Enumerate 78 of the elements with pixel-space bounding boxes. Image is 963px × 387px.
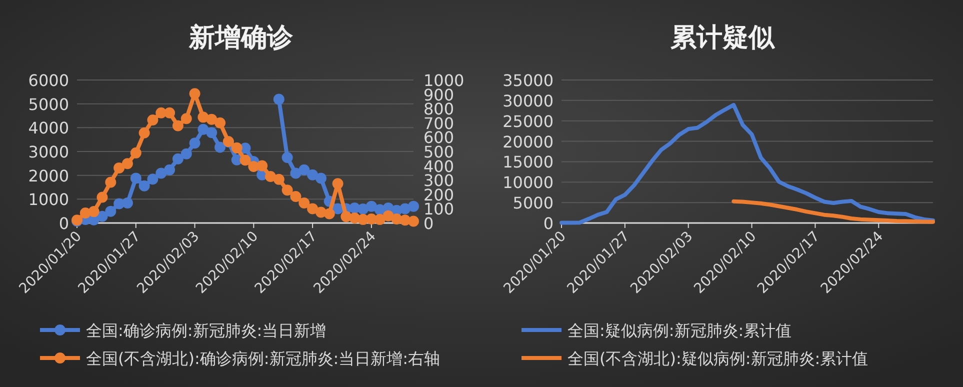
y-tick-label: 0 [543, 214, 554, 233]
y-tick-label: 25000 [502, 112, 554, 131]
point [382, 210, 394, 222]
point [80, 207, 91, 218]
point [206, 127, 218, 138]
point [96, 192, 108, 203]
point [105, 176, 116, 188]
point [273, 94, 284, 105]
point [130, 147, 142, 158]
y-tick-label: 2000 [28, 166, 69, 186]
point [282, 184, 293, 196]
point [180, 113, 192, 124]
point [264, 171, 276, 182]
chart-title: 累计疑似 [669, 23, 776, 53]
point [408, 216, 419, 227]
point [214, 142, 226, 153]
point [408, 200, 419, 212]
y-tick-label: 5000 [512, 194, 554, 213]
point [307, 203, 318, 214]
y-tick-label: 10000 [502, 173, 554, 192]
point [374, 214, 386, 225]
point [256, 160, 268, 172]
y-tick-label: 20000 [502, 132, 554, 152]
y-tick-label: 4000 [28, 118, 69, 138]
line-series [732, 199, 935, 224]
point [290, 191, 302, 202]
legend-label: 全国(不含湖北):疑似病例:新冠肺炎:累计值 [568, 349, 868, 368]
point [138, 127, 150, 138]
point [147, 174, 158, 185]
y2-tick-label: 1000 [424, 71, 464, 90]
y-tick-label: 6000 [28, 71, 69, 90]
point [366, 200, 377, 212]
point [122, 158, 133, 170]
legend-label: 全国:疑似病例:新冠肺炎:累计值 [568, 321, 792, 340]
point [324, 208, 335, 220]
point [198, 124, 209, 135]
point [189, 138, 200, 149]
y-tick-label: 0 [58, 214, 69, 233]
point [206, 114, 218, 125]
point [298, 197, 310, 208]
point [164, 107, 176, 118]
point [105, 206, 116, 217]
point [332, 178, 344, 190]
point [273, 174, 284, 185]
y-tick-label: 1000 [28, 190, 69, 210]
legend-label: 全国(不含湖北):确诊病例:新冠肺炎:当日新增:右轴 [86, 349, 440, 368]
y-tick-label: 35000 [502, 71, 554, 90]
y2-tick-label: 0 [424, 214, 434, 233]
point [180, 148, 192, 160]
chart-title: 新增确诊 [188, 23, 294, 53]
point [88, 206, 100, 218]
point [240, 154, 251, 166]
point [147, 114, 158, 126]
point [315, 172, 326, 184]
y-tick-label: 5000 [28, 94, 69, 114]
point [138, 180, 150, 192]
point [189, 88, 200, 100]
point [282, 152, 293, 163]
point [172, 120, 184, 132]
point [156, 168, 167, 179]
point [231, 142, 242, 154]
y2-tick-label: 500 [424, 142, 454, 162]
point [298, 164, 310, 176]
point [358, 203, 369, 214]
point [122, 197, 133, 208]
point [214, 117, 226, 128]
point [164, 164, 176, 176]
point [172, 153, 184, 164]
y-tick-label: 30000 [502, 91, 554, 110]
point [307, 169, 318, 180]
line-series [560, 102, 935, 225]
point [114, 162, 125, 174]
y-tick-label: 15000 [502, 152, 554, 172]
point [96, 210, 108, 222]
y-tick-label: 3000 [28, 142, 69, 162]
legend-label: 全国:确诊病例:新冠肺炎:当日新增 [86, 321, 326, 340]
point [130, 172, 142, 184]
point [290, 168, 302, 179]
